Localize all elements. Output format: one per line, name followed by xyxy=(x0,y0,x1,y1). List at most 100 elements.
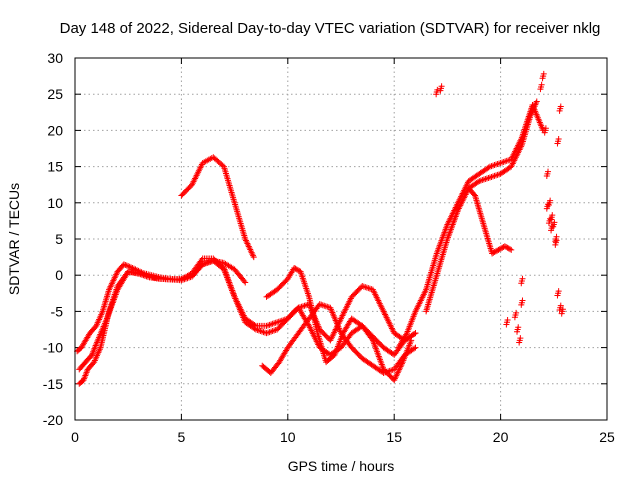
data-point xyxy=(549,222,556,229)
data-point xyxy=(265,329,272,336)
data-point xyxy=(494,247,501,254)
data-point xyxy=(268,321,275,328)
data-point xyxy=(516,339,523,346)
data-point xyxy=(499,244,506,251)
x-axis-label: GPS time / hours xyxy=(288,458,395,474)
data-point xyxy=(519,297,526,304)
data-point xyxy=(122,261,129,268)
y-tick-label: -5 xyxy=(51,303,64,319)
data-point xyxy=(474,178,481,185)
chart-title: Day 148 of 2022, Sidereal Day-to-day VTE… xyxy=(60,20,601,37)
data-point xyxy=(541,129,548,136)
data-point xyxy=(538,81,545,88)
data-point xyxy=(433,91,440,98)
axis-ticks: 0 5 10 15 20 25 -20 -15 -10 -5 0 5 10 15 20 25 30 xyxy=(43,50,615,445)
data-point xyxy=(490,249,497,256)
data-point xyxy=(503,321,510,328)
data-point xyxy=(496,246,503,253)
data-point xyxy=(498,245,505,252)
x-tick-label: 0 xyxy=(71,429,79,445)
data-points xyxy=(74,70,566,387)
data-point xyxy=(365,285,372,292)
data-point xyxy=(554,140,561,147)
data-point xyxy=(508,246,515,253)
data-point xyxy=(559,306,566,313)
data-point xyxy=(540,70,547,77)
data-point xyxy=(485,174,492,181)
data-point xyxy=(499,159,506,166)
series-track-3 xyxy=(76,257,249,387)
data-point xyxy=(489,250,496,257)
y-tick-label: 25 xyxy=(47,86,63,102)
data-point xyxy=(408,337,415,344)
data-point xyxy=(124,270,131,277)
data-point xyxy=(403,331,410,338)
data-point xyxy=(556,306,563,313)
data-point xyxy=(518,301,525,308)
x-tick-label: 5 xyxy=(178,429,186,445)
data-point xyxy=(549,212,556,219)
data-point xyxy=(553,237,560,244)
data-point xyxy=(491,172,498,179)
data-point xyxy=(502,158,509,165)
data-point xyxy=(488,173,495,180)
x-tick-label: 25 xyxy=(599,429,615,445)
data-point xyxy=(493,172,500,179)
data-point xyxy=(547,215,554,222)
data-point xyxy=(257,328,264,335)
data-point xyxy=(555,136,562,143)
y-tick-label: 0 xyxy=(55,267,63,283)
y-tick-label: 10 xyxy=(47,195,63,211)
data-point xyxy=(265,322,272,329)
data-point xyxy=(300,303,306,310)
y-tick-label: -20 xyxy=(43,412,63,428)
data-point xyxy=(495,246,502,253)
data-point xyxy=(543,205,550,212)
data-point xyxy=(434,86,441,93)
data-point xyxy=(251,325,258,332)
series-track-1 xyxy=(74,255,419,355)
data-point xyxy=(494,161,501,168)
data-point xyxy=(514,328,521,335)
data-point xyxy=(321,302,328,309)
series-track-5 xyxy=(263,264,415,384)
data-point xyxy=(486,174,493,181)
data-point xyxy=(268,328,275,335)
data-point xyxy=(515,324,522,331)
data-point xyxy=(271,320,278,327)
data-point xyxy=(517,335,524,342)
data-point xyxy=(537,86,544,93)
data-point xyxy=(412,344,419,351)
data-point xyxy=(533,98,540,105)
data-point xyxy=(547,197,554,204)
data-point xyxy=(504,317,511,324)
data-point xyxy=(292,265,299,272)
data-point xyxy=(126,263,133,270)
data-point xyxy=(542,125,549,132)
data-point xyxy=(551,219,558,226)
data-point xyxy=(291,264,298,271)
data-point xyxy=(539,75,546,82)
data-point xyxy=(545,201,552,208)
data-point xyxy=(558,310,565,317)
data-point xyxy=(518,280,525,287)
data-point xyxy=(269,320,276,327)
data-point xyxy=(545,168,552,175)
data-point xyxy=(490,173,496,180)
data-point xyxy=(258,328,265,335)
data-point xyxy=(492,248,499,255)
data-point xyxy=(293,266,300,273)
y-tick-label: -15 xyxy=(43,376,63,392)
data-point xyxy=(555,288,562,295)
data-point xyxy=(548,227,555,234)
y-tick-label: -10 xyxy=(43,340,63,356)
data-point xyxy=(272,319,279,326)
data-point xyxy=(241,278,248,285)
y-tick-label: 15 xyxy=(47,159,63,175)
data-point xyxy=(557,302,564,309)
data-point xyxy=(496,160,503,167)
data-point xyxy=(322,303,329,310)
data-point xyxy=(411,345,418,352)
data-point xyxy=(412,330,419,337)
